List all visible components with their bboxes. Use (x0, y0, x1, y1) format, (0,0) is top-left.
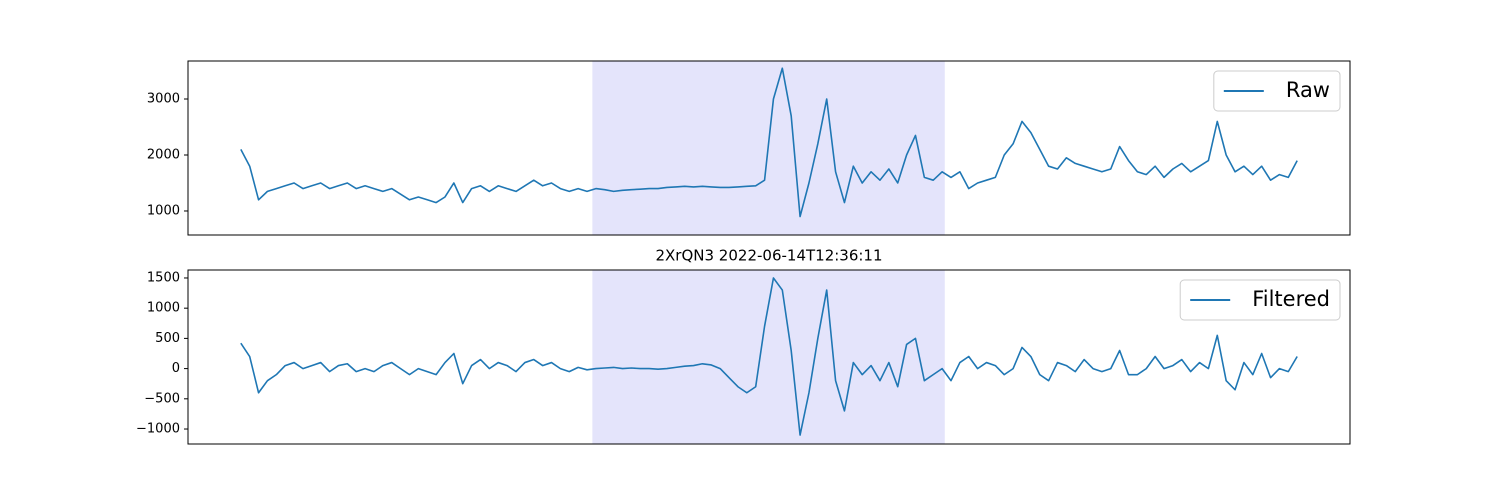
data-line (240, 277, 1298, 436)
y-tick-label: 3000 (147, 92, 180, 107)
y-tick-label: 500 (155, 331, 180, 346)
data-line (240, 67, 1298, 218)
y-tick-label: 1500 (147, 270, 180, 285)
chart-title: 2XrQN3 2022-06-14T12:36:11 (655, 247, 882, 265)
y-tick-label: −1000 (136, 422, 180, 437)
legend-label: Raw (1286, 78, 1330, 102)
legend-label: Filtered (1252, 287, 1330, 311)
highlight-span (592, 270, 945, 444)
axes-frame (187, 269, 1351, 445)
y-tick-label: 1000 (147, 301, 180, 316)
legend-frame (1213, 70, 1341, 112)
legend-frame (1179, 279, 1341, 321)
y-tick-label: 1000 (147, 203, 180, 218)
axes-frame (187, 60, 1351, 236)
y-tick-label: −500 (144, 391, 180, 406)
y-tick-label: 0 (172, 361, 180, 376)
y-tick-label: 2000 (147, 147, 180, 162)
